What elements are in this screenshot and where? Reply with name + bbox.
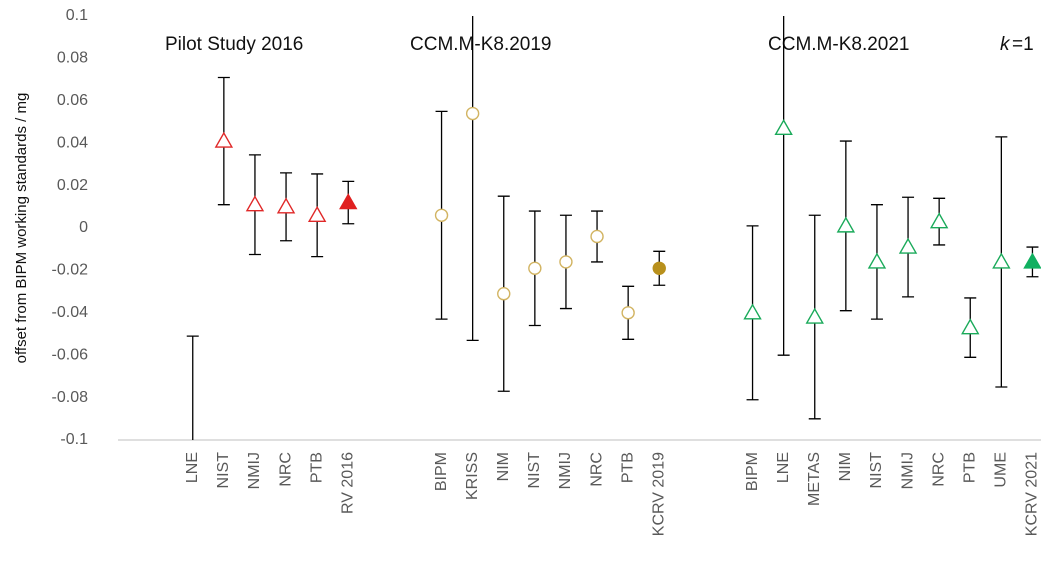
x-tick-label: NRC [277, 452, 294, 487]
error-bar [186, 335, 199, 440]
x-tick-label: NRC [588, 452, 605, 487]
y-tick-label: -0.1 [60, 431, 88, 448]
marker [652, 261, 666, 275]
marker [339, 193, 358, 210]
marker [434, 208, 449, 222]
marker [245, 195, 265, 212]
annotation: CCM.M-K8.2019 [410, 34, 552, 55]
x-tick-label: KRISS [464, 452, 481, 500]
x-tick-label: NMIJ [899, 452, 916, 489]
marker [836, 216, 856, 233]
x-tick-label: UME [993, 452, 1010, 488]
marker [867, 252, 887, 269]
marker [276, 197, 296, 214]
marker [992, 252, 1011, 269]
x-tick-label: LNE [775, 452, 792, 483]
y-tick-label: -0.02 [52, 262, 89, 279]
plot-area [186, 16, 1041, 440]
x-tick-label: PTB [961, 452, 978, 483]
y-tick-label: 0.04 [57, 134, 88, 151]
marker [743, 303, 762, 320]
marker [214, 131, 234, 148]
x-tick-label: NIST [526, 452, 543, 489]
x-tick-label: NIST [215, 452, 232, 489]
marker [621, 306, 635, 320]
x-tick-label: PTB [619, 452, 636, 483]
marker [497, 287, 511, 301]
x-tick-label: BIPM [744, 452, 761, 491]
y-tick-label: -0.08 [52, 389, 89, 406]
x-tick-label: NIM [837, 452, 854, 481]
x-tick-label: NRC [930, 452, 947, 487]
marker [898, 237, 918, 254]
marker [465, 106, 480, 121]
marker [1023, 252, 1041, 269]
y-tick-label: 0.1 [66, 7, 88, 24]
marker [961, 318, 980, 335]
x-tick-label: KCRV 2019 [650, 452, 667, 536]
x-tick-label: NIM [495, 452, 512, 481]
marker [590, 229, 604, 244]
x-tick-label: RV 2016 [339, 452, 356, 514]
annotation: k [1000, 34, 1011, 55]
x-tick-label: BIPM [433, 452, 450, 491]
y-tick-label: -0.04 [52, 304, 89, 321]
x-tick-label: NIST [868, 452, 885, 489]
x-tick-label: METAS [806, 452, 823, 506]
x-tick-label: PTB [308, 452, 325, 483]
x-tick-label: LNE [184, 452, 201, 483]
y-tick-label: 0 [79, 219, 88, 236]
marker [528, 261, 542, 275]
annotation: Pilot Study 2016 [165, 34, 303, 55]
marker [805, 307, 824, 324]
y-tick-label: -0.06 [52, 346, 89, 363]
y-axis-label: offset from BIPM working standards / mg [13, 93, 30, 364]
x-tick-label: NMIJ [557, 452, 574, 489]
marker [929, 212, 949, 229]
y-tick-label: 0.06 [57, 92, 88, 109]
marker [307, 205, 327, 222]
x-tick-label: KCRV 2021 [1024, 452, 1041, 536]
annotation: =1 [1012, 34, 1034, 55]
y-tick-label: 0.08 [57, 50, 88, 67]
x-tick-label: NMIJ [246, 452, 263, 489]
annotation: CCM.M-K8.2021 [768, 34, 910, 55]
marker [774, 118, 793, 136]
y-tick-label: 0.02 [57, 177, 88, 194]
marker [559, 255, 573, 269]
